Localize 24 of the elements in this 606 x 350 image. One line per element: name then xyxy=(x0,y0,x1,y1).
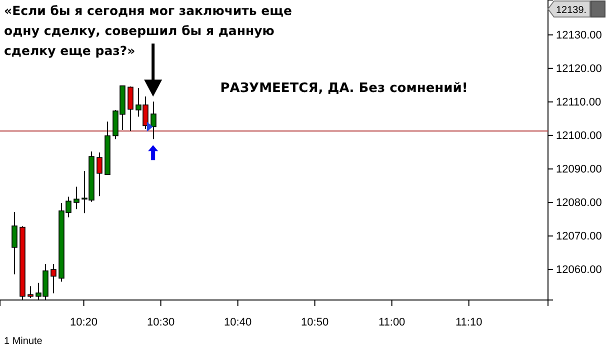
x-tick-label: 10:20 xyxy=(70,316,98,328)
x-tick-label: 10:30 xyxy=(147,316,175,328)
candlestick xyxy=(12,212,18,275)
candlestick xyxy=(128,86,134,132)
candlestick xyxy=(96,152,102,197)
y-tick-label: 12130.00 xyxy=(556,29,602,42)
y-tick-label: 12120.00 xyxy=(556,62,602,75)
text: «Если бы я сегодня мог заключить еще одну сделку, совершил бы я данную сделку еще раз?» xyxy=(4,3,292,58)
text: 12139. xyxy=(556,5,587,16)
x-tick-label: 11:00 xyxy=(378,316,406,328)
x-tick-label: 10:50 xyxy=(301,316,329,328)
candlestick xyxy=(74,186,80,210)
x-tick-label: 10:40 xyxy=(224,316,252,328)
x-tick-label: 11:10 xyxy=(455,316,482,328)
y-tick-label: 12060.00 xyxy=(556,264,602,276)
y-tick-label: 12070.00 xyxy=(556,230,602,242)
y-tick-label: 12110.00 xyxy=(556,96,602,108)
y-tick-label: 12080.00 xyxy=(556,196,602,209)
annotation: РАЗУМЕЕТСЯ, ДА. Без сомнений! xyxy=(220,81,468,96)
candlestick xyxy=(50,264,56,294)
text: 1 Minute xyxy=(4,336,43,347)
y-tick-label: 12100.00 xyxy=(556,130,602,142)
y-tick-label: 12090.00 xyxy=(556,163,602,176)
candlestick xyxy=(150,101,156,140)
